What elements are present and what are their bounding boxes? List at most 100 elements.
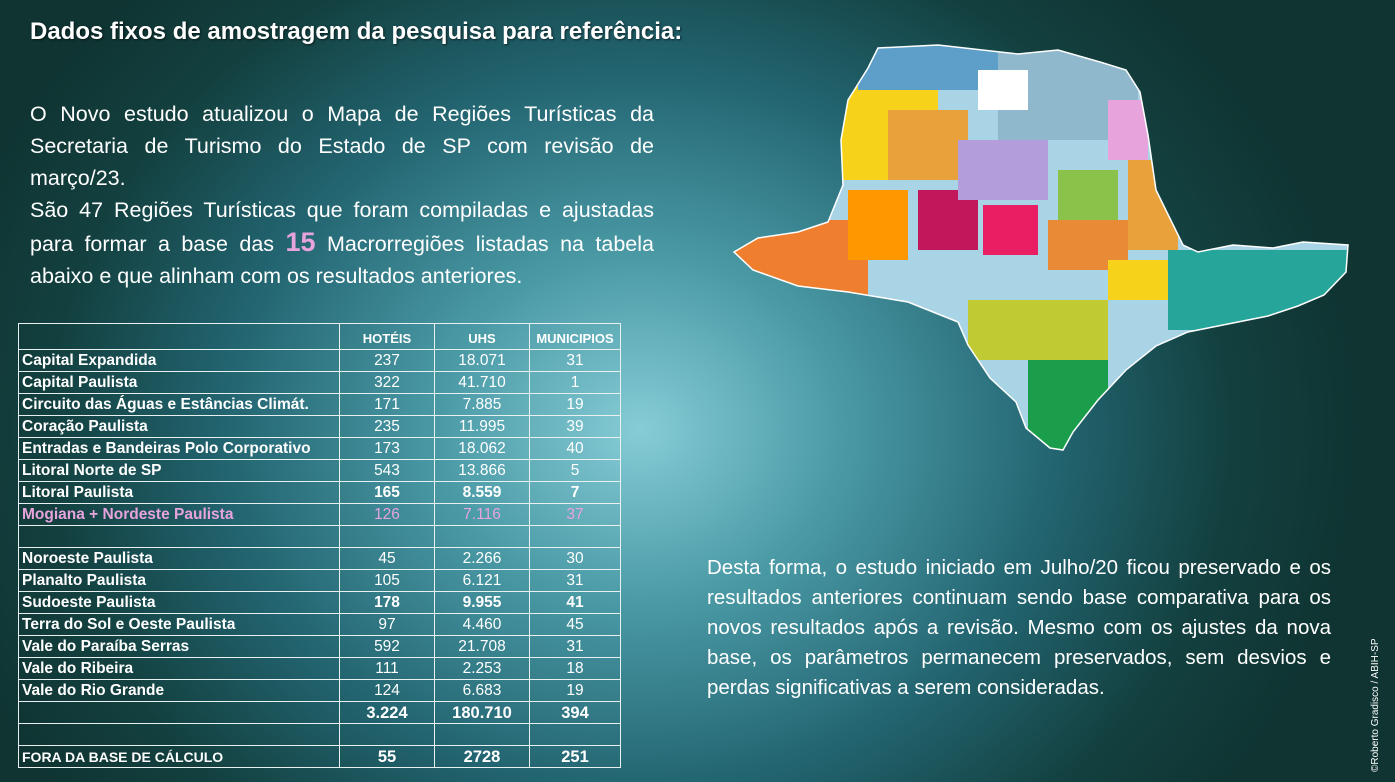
- table-row-empty: [18, 525, 621, 548]
- total-label-cell: [18, 701, 340, 724]
- municipios-value: 39: [529, 415, 621, 438]
- region-name: Vale do Paraíba Serras: [18, 635, 340, 658]
- hoteis-value: 111: [339, 657, 435, 680]
- hoteis-value: 592: [339, 635, 435, 658]
- map-outline: [732, 44, 1349, 451]
- empty-cell: [18, 723, 340, 746]
- region-name: Mogiana + Nordeste Paulista: [18, 503, 340, 526]
- region-name: Coração Paulista: [18, 415, 340, 438]
- uhs-value: 11.995: [434, 415, 530, 438]
- hoteis-value: 543: [339, 459, 435, 482]
- header-uhs: UHS: [434, 323, 530, 350]
- photo-credit: ©Roberto Gradisco / ABIH-SP: [1370, 638, 1381, 772]
- hoteis-value: 165: [339, 481, 435, 504]
- table-fora-row: FORA DA BASE DE CÁLCULO 55 2728 251: [18, 745, 621, 768]
- table-header-row: HOTÉIS UHS MUNICIPIOS: [18, 323, 621, 350]
- table-row: Vale do Paraíba Serras 592 21.708 31: [18, 635, 621, 658]
- municipios-value: 31: [529, 349, 621, 372]
- municipios-value: 18: [529, 657, 621, 680]
- uhs-value: 13.866: [434, 459, 530, 482]
- hoteis-value: 45: [339, 547, 435, 570]
- table-row: Planalto Paulista 105 6.121 31: [18, 569, 621, 592]
- intro-p2-start: São 47 Regiões Turísticas que foram comp…: [30, 198, 654, 256]
- table-row: Litoral Paulista 165 8.559 7: [18, 481, 621, 504]
- uhs-value: 2.253: [434, 657, 530, 680]
- table-row: Noroeste Paulista 45 2.266 30: [18, 547, 621, 570]
- uhs-value: 6.121: [434, 569, 530, 592]
- empty-cell: [529, 723, 621, 746]
- intro-p2-end: Macrorregiões listadas na tabela abaixo …: [30, 232, 654, 288]
- table-row: Circuito das Águas e Estâncias Climát. 1…: [18, 393, 621, 416]
- hoteis-value: 97: [339, 613, 435, 636]
- table-row: Coração Paulista 235 11.995 39: [18, 415, 621, 438]
- region-center-west: [848, 190, 908, 260]
- uhs-value: 18.071: [434, 349, 530, 372]
- header-municipios: MUNICIPIOS: [529, 323, 621, 350]
- table-row: Terra do Sol e Oeste Paulista 97 4.460 4…: [18, 613, 621, 636]
- uhs-value: 6.683: [434, 679, 530, 702]
- fora-label: FORA DA BASE DE CÁLCULO: [18, 745, 340, 768]
- hoteis-value: 173: [339, 437, 435, 460]
- uhs-value: 4.460: [434, 613, 530, 636]
- regions-table: HOTÉIS UHS MUNICIPIOS Capital Expandida …: [18, 323, 621, 768]
- uhs-value: 21.708: [434, 635, 530, 658]
- region-vale-ribeira: [1028, 360, 1108, 450]
- municipios-value: 31: [529, 569, 621, 592]
- region-red: [983, 205, 1038, 255]
- uhs-value: 2.266: [434, 547, 530, 570]
- region-name: Circuito das Águas e Estâncias Climát.: [18, 393, 340, 416]
- total-hoteis: 3.224: [339, 701, 435, 724]
- region-name: Vale do Rio Grande: [18, 679, 340, 702]
- region-purple: [958, 140, 1048, 200]
- page-title: Dados fixos de amostragem da pesquisa pa…: [30, 18, 683, 45]
- uhs-value: 7.116: [434, 503, 530, 526]
- intro-paragraph-2: São 47 Regiões Turísticas que foram comp…: [30, 194, 654, 292]
- municipios-value: 7: [529, 481, 621, 504]
- empty-cell: [434, 525, 530, 548]
- total-municipios: 394: [529, 701, 621, 724]
- table-row: Capital Expandida 237 18.071 31: [18, 349, 621, 372]
- municipios-value: 37: [529, 503, 621, 526]
- table-total-row: 3.224 180.710 394: [18, 701, 621, 724]
- municipios-value: 19: [529, 393, 621, 416]
- hoteis-value: 237: [339, 349, 435, 372]
- region-name: Entradas e Bandeiras Polo Corporativo: [18, 437, 340, 460]
- municipios-value: 40: [529, 437, 621, 460]
- table-row: Capital Paulista 322 41.710 1: [18, 371, 621, 394]
- table-row: Mogiana + Nordeste Paulista 126 7.116 37: [18, 503, 621, 526]
- region-name: Sudoeste Paulista: [18, 591, 340, 614]
- fora-uhs: 2728: [434, 745, 530, 768]
- region-white: [978, 70, 1028, 110]
- hoteis-value: 105: [339, 569, 435, 592]
- uhs-value: 8.559: [434, 481, 530, 504]
- table-row: Litoral Norte de SP 543 13.866 5: [18, 459, 621, 482]
- region-name: Capital Paulista: [18, 371, 340, 394]
- hoteis-value: 124: [339, 679, 435, 702]
- total-uhs: 180.710: [434, 701, 530, 724]
- region-southwest: [968, 300, 1108, 360]
- region-pink: [1108, 100, 1148, 160]
- municipios-value: 31: [529, 635, 621, 658]
- region-north-blue: [858, 45, 998, 90]
- uhs-value: 7.885: [434, 393, 530, 416]
- region-north-orange: [888, 110, 968, 180]
- uhs-value: 18.062: [434, 437, 530, 460]
- region-name: Litoral Norte de SP: [18, 459, 340, 482]
- uhs-value: 9.955: [434, 591, 530, 614]
- hoteis-value: 178: [339, 591, 435, 614]
- empty-cell: [339, 723, 435, 746]
- region-name: Planalto Paulista: [18, 569, 340, 592]
- empty-cell: [434, 723, 530, 746]
- hoteis-value: 322: [339, 371, 435, 394]
- table-row: Vale do Ribeira 111 2.253 18: [18, 657, 621, 680]
- region-name: Capital Expandida: [18, 349, 340, 372]
- municipios-value: 1: [529, 371, 621, 394]
- table-row: Vale do Rio Grande 124 6.683 19: [18, 679, 621, 702]
- region-name: Terra do Sol e Oeste Paulista: [18, 613, 340, 636]
- intro-text: O Novo estudo atualizou o Mapa de Regiõe…: [30, 98, 654, 292]
- intro-paragraph-1: O Novo estudo atualizou o Mapa de Regiõe…: [30, 102, 654, 190]
- uhs-value: 41.710: [434, 371, 530, 394]
- region-name: Vale do Ribeira: [18, 657, 340, 680]
- region-capital: [1108, 260, 1168, 300]
- table-row: Entradas e Bandeiras Polo Corporativo 17…: [18, 437, 621, 460]
